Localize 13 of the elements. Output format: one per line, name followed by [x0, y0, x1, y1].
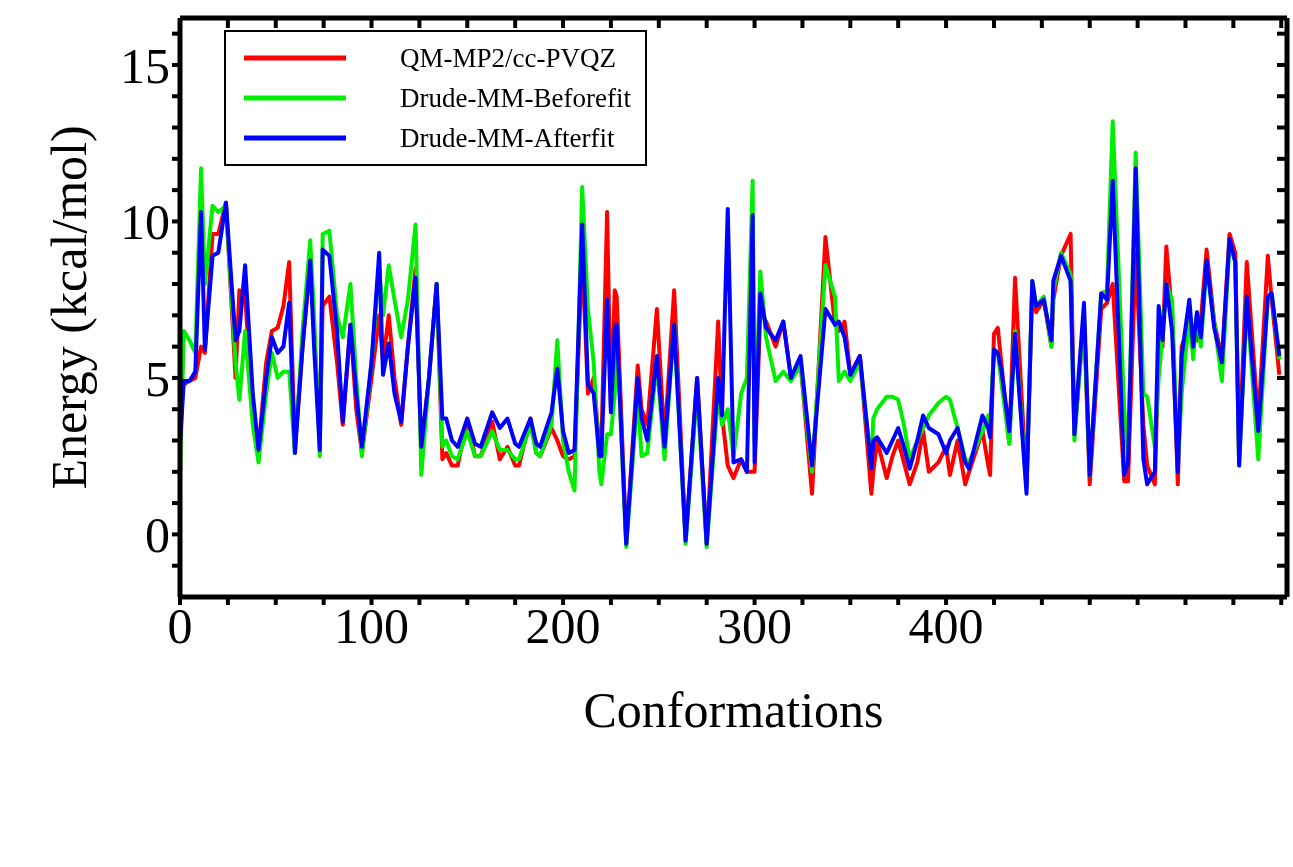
- x-tick-label: 400: [908, 597, 984, 654]
- y-tick-label: 10: [120, 194, 170, 251]
- y-tick-label: 15: [120, 37, 170, 94]
- x-tick-label: 300: [717, 597, 793, 654]
- x-tick-label: 100: [334, 597, 410, 654]
- x-axis-title: Conformations: [583, 682, 884, 738]
- y-axis-title: Energy (kcal/mol): [40, 125, 97, 490]
- legend-label: Drude-MM-Afterfit: [400, 122, 615, 154]
- x-tick-label: 200: [525, 597, 601, 654]
- y-tick-label: 5: [145, 350, 170, 407]
- y-tick-label: 0: [145, 507, 170, 564]
- legend-label: Drude-MM-Beforefit: [400, 82, 631, 114]
- legend-label: QM-MP2/cc-PVQZ: [400, 42, 616, 74]
